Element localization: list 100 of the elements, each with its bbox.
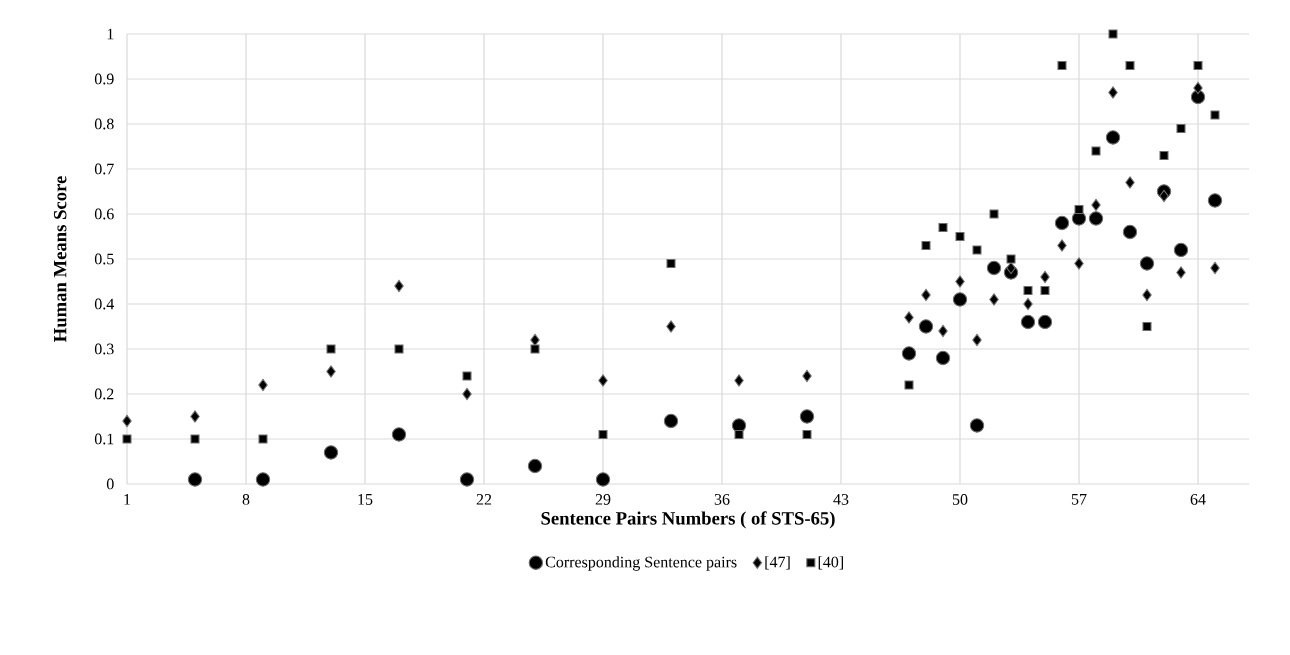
x-tick-label: 15 xyxy=(358,494,373,505)
point xyxy=(969,418,985,433)
point xyxy=(598,374,608,387)
x-tick-label: 29 xyxy=(595,494,611,505)
point xyxy=(986,260,1002,276)
point xyxy=(1108,29,1118,39)
point xyxy=(1139,256,1155,271)
point xyxy=(1159,189,1169,203)
point xyxy=(1210,261,1220,275)
point xyxy=(921,240,931,251)
point xyxy=(802,369,812,383)
point xyxy=(734,374,744,387)
point xyxy=(972,333,982,347)
point xyxy=(952,292,968,307)
point xyxy=(1125,176,1135,189)
point xyxy=(1193,81,1203,95)
point xyxy=(530,344,540,354)
point xyxy=(1176,123,1186,134)
y-tick-label: 0.9 xyxy=(94,73,114,85)
x-tick-label: 50 xyxy=(952,494,968,505)
y-axis-title: Human Means Score xyxy=(53,176,67,342)
legend-label: [40] xyxy=(818,556,843,570)
point xyxy=(1037,314,1053,330)
point xyxy=(1074,257,1084,270)
point xyxy=(955,231,965,242)
point xyxy=(394,279,404,293)
point xyxy=(1210,110,1220,120)
point xyxy=(1142,321,1152,332)
point xyxy=(1122,224,1138,240)
point xyxy=(1091,146,1101,156)
x-tick-label: 22 xyxy=(476,494,492,505)
point xyxy=(799,409,815,424)
point xyxy=(462,371,472,381)
x-tick-label: 43 xyxy=(833,494,849,505)
point xyxy=(1074,204,1084,215)
point xyxy=(122,414,132,428)
x-tick-label: 64 xyxy=(1190,494,1206,505)
point xyxy=(1105,130,1121,145)
y-tick-label: 0.7 xyxy=(94,163,114,175)
point xyxy=(1125,60,1135,71)
point xyxy=(1193,60,1203,71)
x-axis-title: Sentence Pairs Numbers ( of STS-65) xyxy=(541,511,835,529)
point xyxy=(459,472,475,487)
point xyxy=(1108,86,1118,99)
point xyxy=(391,427,407,442)
point xyxy=(938,222,948,233)
point xyxy=(921,288,931,302)
point xyxy=(1190,89,1206,105)
point xyxy=(904,311,914,324)
point xyxy=(326,365,336,378)
point xyxy=(598,429,608,440)
point xyxy=(1006,261,1016,275)
point xyxy=(1023,297,1033,311)
x-tick-label: 1 xyxy=(124,494,131,505)
y-tick-label: 0.6 xyxy=(94,208,114,220)
legend-label: [47] xyxy=(765,556,790,570)
point xyxy=(122,434,132,444)
point xyxy=(666,320,676,333)
point xyxy=(1054,215,1070,231)
point xyxy=(972,245,982,255)
point xyxy=(1023,285,1033,296)
point xyxy=(901,346,917,361)
x-tick-label: 57 xyxy=(1071,494,1087,505)
point xyxy=(1040,270,1050,284)
point xyxy=(326,344,336,354)
y-tick-label: 0.1 xyxy=(94,433,114,445)
point xyxy=(1091,198,1101,212)
point xyxy=(1159,150,1169,161)
point xyxy=(190,434,200,444)
point xyxy=(935,350,951,366)
y-tick-label: 0.4 xyxy=(94,298,115,310)
point xyxy=(1088,211,1104,226)
x-tick-label: 8 xyxy=(242,494,250,505)
point xyxy=(258,434,268,444)
point xyxy=(989,293,999,306)
x-tick-label: 36 xyxy=(714,494,730,505)
point xyxy=(187,472,203,487)
point xyxy=(323,445,339,460)
point xyxy=(1057,239,1067,252)
point xyxy=(1176,266,1186,279)
point xyxy=(663,413,679,429)
point xyxy=(394,344,404,354)
point xyxy=(1006,254,1016,264)
point xyxy=(938,324,948,338)
y-tick-label: 0 xyxy=(106,478,114,490)
y-tick-label: 1 xyxy=(107,28,114,40)
point xyxy=(955,275,965,288)
point xyxy=(1040,285,1050,296)
point xyxy=(527,458,543,474)
point xyxy=(989,209,999,219)
y-tick-label: 0.3 xyxy=(94,343,114,355)
point xyxy=(918,319,934,334)
point xyxy=(1020,314,1036,330)
point xyxy=(734,429,744,440)
y-tick-label: 0.2 xyxy=(94,388,114,400)
y-tick-label: 0.8 xyxy=(94,118,114,130)
point xyxy=(904,380,914,390)
point xyxy=(190,410,200,423)
point xyxy=(1057,60,1067,71)
point xyxy=(802,429,812,440)
